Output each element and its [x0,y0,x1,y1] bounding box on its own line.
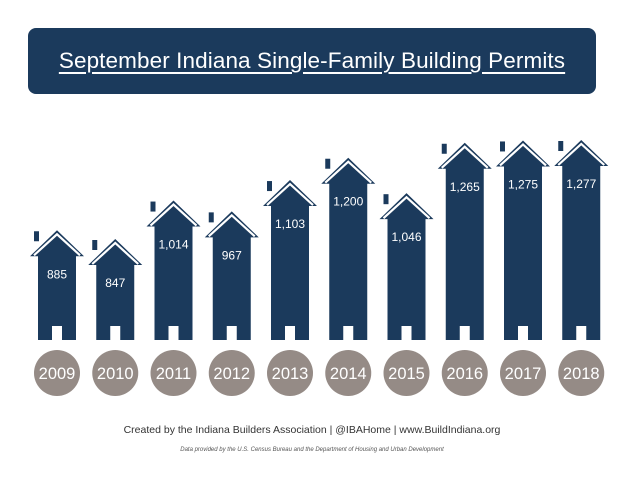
year-label: 2014 [330,365,367,383]
data-label: 1,265 [450,180,480,194]
house-bar [204,211,259,340]
year-label: 2013 [272,365,309,383]
year-label: 2015 [388,365,425,383]
data-label: 1,200 [333,195,363,209]
data-label: 847 [105,276,125,290]
year-circle [267,350,313,396]
door [52,326,62,340]
title-banner: September Indiana Single-Family Building… [28,28,596,94]
year-label: 2011 [156,365,191,383]
house-bar-2010: 847 [88,239,143,340]
data-label: 1,277 [566,177,596,191]
chimney [92,240,98,250]
chimney [325,158,331,169]
year-circle [92,350,139,396]
data-label: 1,046 [391,230,421,244]
house-bar-2014: 1,200 [321,157,376,340]
year-label: 2017 [505,365,542,383]
roof-outline [266,182,314,206]
roof-outline [208,213,256,238]
roof-outline [33,232,81,257]
year-label: 2012 [213,365,250,383]
house-bar [437,142,492,340]
house-bar [321,157,376,340]
house-bar-2009: 885 [30,230,84,340]
year-circle [441,350,488,396]
year-label: 2010 [97,365,134,383]
house-bar-2012: 967 [204,211,259,340]
chimney [267,181,272,192]
year-circle [208,350,255,396]
roof-outline [324,160,372,184]
house-bar-2018: 1,277 [554,140,609,340]
year-label: 2009 [39,365,76,383]
house-bar [88,239,143,340]
roof-outline [149,203,198,227]
credit-line: Created by the Indiana Builders Associat… [123,424,501,436]
door [285,326,295,340]
year-circle [558,350,605,396]
year-label: 2016 [446,365,483,383]
year-circle [383,350,430,396]
door [459,326,470,340]
data-label: 1,275 [508,177,538,191]
data-label: 1,103 [275,217,305,231]
chimney [441,143,447,154]
door [168,326,179,340]
house-bar-2017: 1,275 [496,140,550,340]
door [401,326,412,340]
house-bar-2016: 1,265 [437,142,492,340]
roof-outline [499,142,547,167]
roof-outline [382,195,431,219]
house-bar [496,140,550,340]
house-bar [379,193,434,340]
door [343,326,354,340]
door [576,326,587,340]
door [110,326,121,340]
house-bar [263,180,317,340]
chimney [383,194,389,205]
roof-outline [557,142,605,166]
house-bar [30,230,84,340]
year-circle [325,350,372,396]
data-label: 967 [222,248,242,262]
chart-title: September Indiana Single-Family Building… [58,48,566,73]
year-label: 2018 [563,365,600,383]
year-circle [500,350,546,396]
data-label: 1,014 [158,238,188,252]
data-label: 885 [47,267,67,281]
roof-outline [441,145,489,169]
chimney [558,141,564,151]
chimney [150,201,156,212]
house-bar [554,140,609,340]
door [518,326,528,340]
chimney [208,212,214,223]
chimney [34,231,39,242]
house-bar [146,200,201,340]
source-note: Data provided by the U.S. Census Bureau … [180,447,444,453]
roof-outline [91,241,139,265]
year-circle [150,350,197,396]
house-bar-2015: 1,046 [379,193,434,340]
house-bar-2013: 1,103 [263,180,317,340]
chimney [500,141,505,152]
door [226,326,237,340]
house-bar-2011: 1,014 [146,200,201,340]
year-circle [34,350,80,396]
